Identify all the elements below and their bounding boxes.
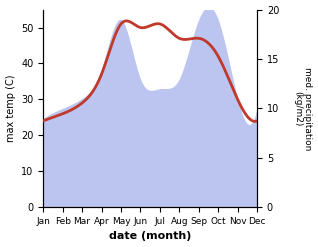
- X-axis label: date (month): date (month): [109, 231, 191, 242]
- Y-axis label: med. precipitation
(kg/m2): med. precipitation (kg/m2): [293, 67, 313, 150]
- Y-axis label: max temp (C): max temp (C): [5, 75, 16, 142]
